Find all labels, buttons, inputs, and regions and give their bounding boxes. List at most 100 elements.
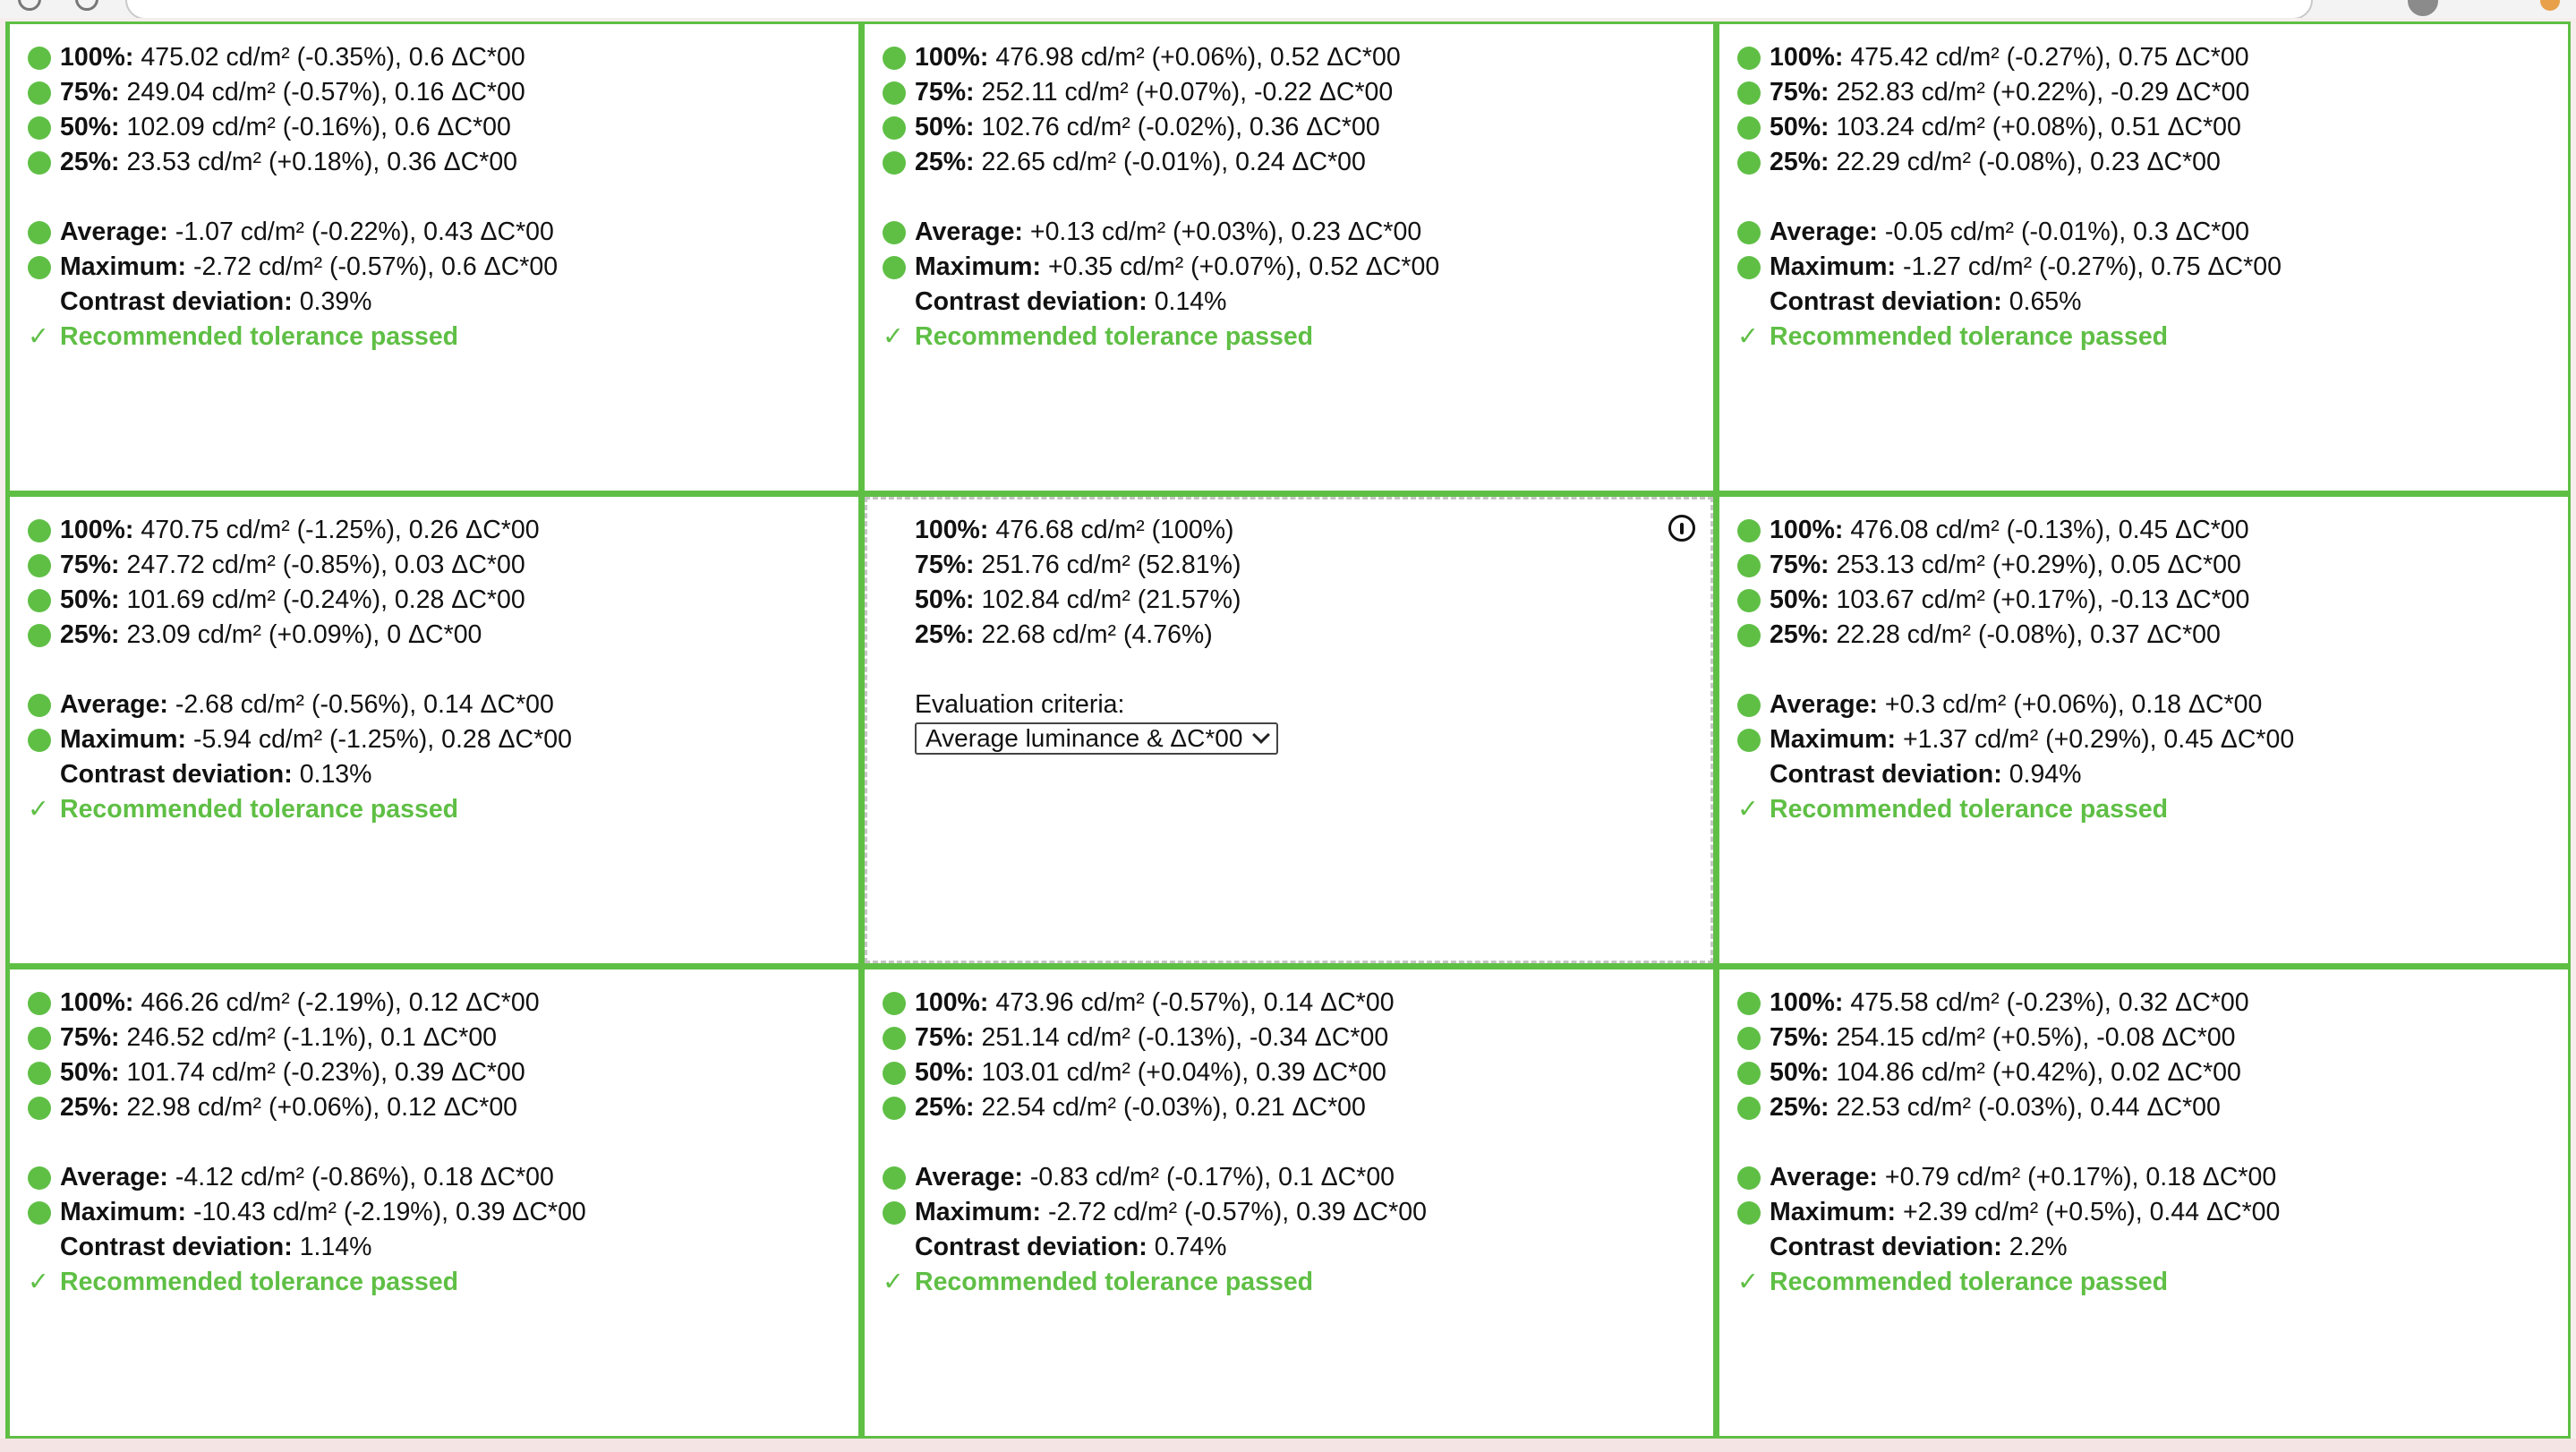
row-value: 254.15 cd/m² (+0.5%), -0.08 ΔC*00 — [1836, 1023, 2236, 1052]
row-value: 22.98 cd/m² (+0.06%), 0.12 ΔC*00 — [126, 1093, 518, 1122]
row-75: 75%: 252.83 cd/m² (+0.22%), -0.29 ΔC*00 — [1737, 75, 2568, 110]
average-label: Average: — [60, 1163, 168, 1191]
average-label: Average: — [1770, 1163, 1878, 1191]
row-50: 50%: 102.09 cd/m² (-0.16%), 0.6 ΔC*00 — [28, 110, 858, 145]
status-row: ✓ Recommended tolerance passed — [1737, 1265, 2568, 1300]
row-25: 25%: 23.53 cd/m² (+0.18%), 0.36 ΔC*00 — [28, 145, 858, 180]
contrast-label: Contrast deviation: — [1770, 287, 2002, 316]
average-label: Average: — [915, 1163, 1023, 1191]
check-icon: ✓ — [883, 1268, 904, 1296]
average-row: Average: +0.3 cd/m² (+0.06%), 0.18 ΔC*00 — [1737, 688, 2568, 722]
row-label: 75%: — [60, 1023, 120, 1052]
row-label: 25%: — [915, 1093, 975, 1122]
green-dot-icon — [1737, 1166, 1761, 1190]
maximum-value: -1.27 cd/m² (-0.27%), 0.75 ΔC*00 — [1902, 252, 2282, 281]
maximum-value: +1.37 cd/m² (+0.29%), 0.45 ΔC*00 — [1902, 725, 2295, 754]
maximum-label: Maximum: — [60, 725, 186, 754]
info-icon[interactable] — [1668, 515, 1695, 542]
address-bar[interactable] — [125, 0, 2313, 18]
maximum-label: Maximum: — [60, 1198, 186, 1226]
row-label: 75%: — [915, 78, 975, 107]
maximum-label: Maximum: — [1770, 1198, 1896, 1226]
reload-icon[interactable] — [75, 0, 98, 11]
row-50: 50%: 103.01 cd/m² (+0.04%), 0.39 ΔC*00 — [883, 1055, 1713, 1090]
row-label: 25%: — [915, 148, 975, 176]
row-label: 25%: — [1770, 1093, 1830, 1122]
row-label: 50%: — [915, 585, 975, 614]
row-label: 75%: — [60, 78, 120, 107]
row-100: 100%: 475.02 cd/m² (-0.35%), 0.6 ΔC*00 — [28, 40, 858, 75]
green-dot-icon — [1737, 81, 1761, 105]
green-dot-icon — [883, 150, 906, 175]
avatar[interactable] — [2408, 0, 2438, 16]
maximum-label: Maximum: — [1770, 252, 1896, 281]
green-dot-icon — [28, 1200, 51, 1225]
row-label: 25%: — [1770, 148, 1830, 176]
average-value: -1.07 cd/m² (-0.22%), 0.43 ΔC*00 — [175, 218, 554, 246]
contrast-value: 0.74% — [1154, 1233, 1227, 1261]
row-100: 100%: 476.98 cd/m² (+0.06%), 0.52 ΔC*00 — [883, 40, 1713, 75]
row-100: 100%: 475.42 cd/m² (-0.27%), 0.75 ΔC*00 — [1737, 40, 2568, 75]
average-label: Average: — [1770, 218, 1878, 246]
row-label: 100%: — [915, 988, 989, 1017]
row-value: 466.26 cd/m² (-2.19%), 0.12 ΔC*00 — [141, 988, 540, 1017]
contrast-label: Contrast deviation: — [1770, 1233, 2002, 1261]
green-dot-icon — [1737, 991, 1761, 1015]
green-dot-icon — [28, 693, 51, 717]
maximum-value: -5.94 cd/m² (-1.25%), 0.28 ΔC*00 — [192, 725, 572, 754]
row-value: 22.28 cd/m² (-0.08%), 0.37 ΔC*00 — [1836, 620, 2221, 649]
green-dot-icon — [1737, 553, 1761, 577]
average-value: -0.83 cd/m² (-0.17%), 0.1 ΔC*00 — [1029, 1163, 1395, 1191]
evaluation-criteria-select[interactable]: Average luminance & ΔC*00 — [915, 722, 1279, 755]
average-value: +0.13 cd/m² (+0.03%), 0.23 ΔC*00 — [1029, 218, 1422, 246]
green-dot-icon — [1737, 1200, 1761, 1225]
row-100: 100%: 476.08 cd/m² (-0.13%), 0.45 ΔC*00 — [1737, 513, 2568, 548]
status-row: ✓ Recommended tolerance passed — [1737, 320, 2568, 354]
row-value: 252.11 cd/m² (+0.07%), -0.22 ΔC*00 — [981, 78, 1394, 107]
average-value: -2.68 cd/m² (-0.56%), 0.14 ΔC*00 — [175, 690, 554, 719]
row-value: 251.76 cd/m² (52.81%) — [981, 551, 1241, 579]
maximum-label: Maximum: — [915, 1198, 1041, 1226]
check-icon: ✓ — [1737, 322, 1759, 351]
contrast-value: 1.14% — [299, 1233, 372, 1261]
row-75: 75%: 252.11 cd/m² (+0.07%), -0.22 ΔC*00 — [883, 75, 1713, 110]
uniformity-cell-bottom-left: 100%: 466.26 cd/m² (-2.19%), 0.12 ΔC*00 7… — [10, 969, 858, 1436]
reference-row-100: 100%: 476.68 cd/m² (100%) — [915, 513, 1713, 548]
row-label: 25%: — [60, 620, 120, 649]
row-75: 75%: 249.04 cd/m² (-0.57%), 0.16 ΔC*00 — [28, 75, 858, 110]
row-value: 475.02 cd/m² (-0.35%), 0.6 ΔC*00 — [141, 43, 525, 72]
row-100: 100%: 470.75 cd/m² (-1.25%), 0.26 ΔC*00 — [28, 513, 858, 548]
average-row: Average: +0.79 cd/m² (+0.17%), 0.18 ΔC*00 — [1737, 1160, 2568, 1195]
browser-toolbar-edge — [0, 0, 2576, 18]
row-value: 22.65 cd/m² (-0.01%), 0.24 ΔC*00 — [981, 148, 1366, 176]
row-label: 100%: — [60, 516, 134, 544]
maximum-value: -10.43 cd/m² (-2.19%), 0.39 ΔC*00 — [192, 1198, 586, 1226]
green-dot-icon — [28, 220, 51, 244]
green-dot-icon — [883, 1166, 906, 1190]
average-row: Average: -4.12 cd/m² (-0.86%), 0.18 ΔC*00 — [28, 1160, 858, 1195]
status-row: ✓ Recommended tolerance passed — [28, 320, 858, 354]
row-75: 75%: 253.13 cd/m² (+0.29%), 0.05 ΔC*00 — [1737, 548, 2568, 583]
maximum-row: Maximum: -2.72 cd/m² (-0.57%), 0.6 ΔC*00 — [28, 250, 858, 285]
green-dot-icon — [883, 1026, 906, 1050]
average-value: -4.12 cd/m² (-0.86%), 0.18 ΔC*00 — [175, 1163, 554, 1191]
status-row: ✓ Recommended tolerance passed — [1737, 792, 2568, 827]
row-50: 50%: 101.69 cd/m² (-0.24%), 0.28 ΔC*00 — [28, 583, 858, 618]
maximum-label: Maximum: — [60, 252, 186, 281]
row-value: 104.86 cd/m² (+0.42%), 0.02 ΔC*00 — [1836, 1058, 2241, 1087]
green-dot-icon — [883, 115, 906, 140]
contrast-value: 0.65% — [2009, 287, 2082, 316]
row-label: 50%: — [60, 585, 120, 614]
row-value: 103.67 cd/m² (+0.17%), -0.13 ΔC*00 — [1836, 585, 2250, 614]
green-dot-icon — [1737, 518, 1761, 542]
row-value: 22.54 cd/m² (-0.03%), 0.21 ΔC*00 — [981, 1093, 1366, 1122]
row-25: 25%: 22.98 cd/m² (+0.06%), 0.12 ΔC*00 — [28, 1090, 858, 1125]
row-value: 23.09 cd/m² (+0.09%), 0 ΔC*00 — [126, 620, 482, 649]
back-icon[interactable] — [18, 0, 41, 11]
extension-icon[interactable] — [2540, 0, 2560, 11]
row-75: 75%: 254.15 cd/m² (+0.5%), -0.08 ΔC*00 — [1737, 1021, 2568, 1055]
row-label: 100%: — [1770, 43, 1844, 72]
average-row: Average: -2.68 cd/m² (-0.56%), 0.14 ΔC*00 — [28, 688, 858, 722]
row-25: 25%: 22.28 cd/m² (-0.08%), 0.37 ΔC*00 — [1737, 618, 2568, 653]
row-value: 103.01 cd/m² (+0.04%), 0.39 ΔC*00 — [981, 1058, 1386, 1087]
